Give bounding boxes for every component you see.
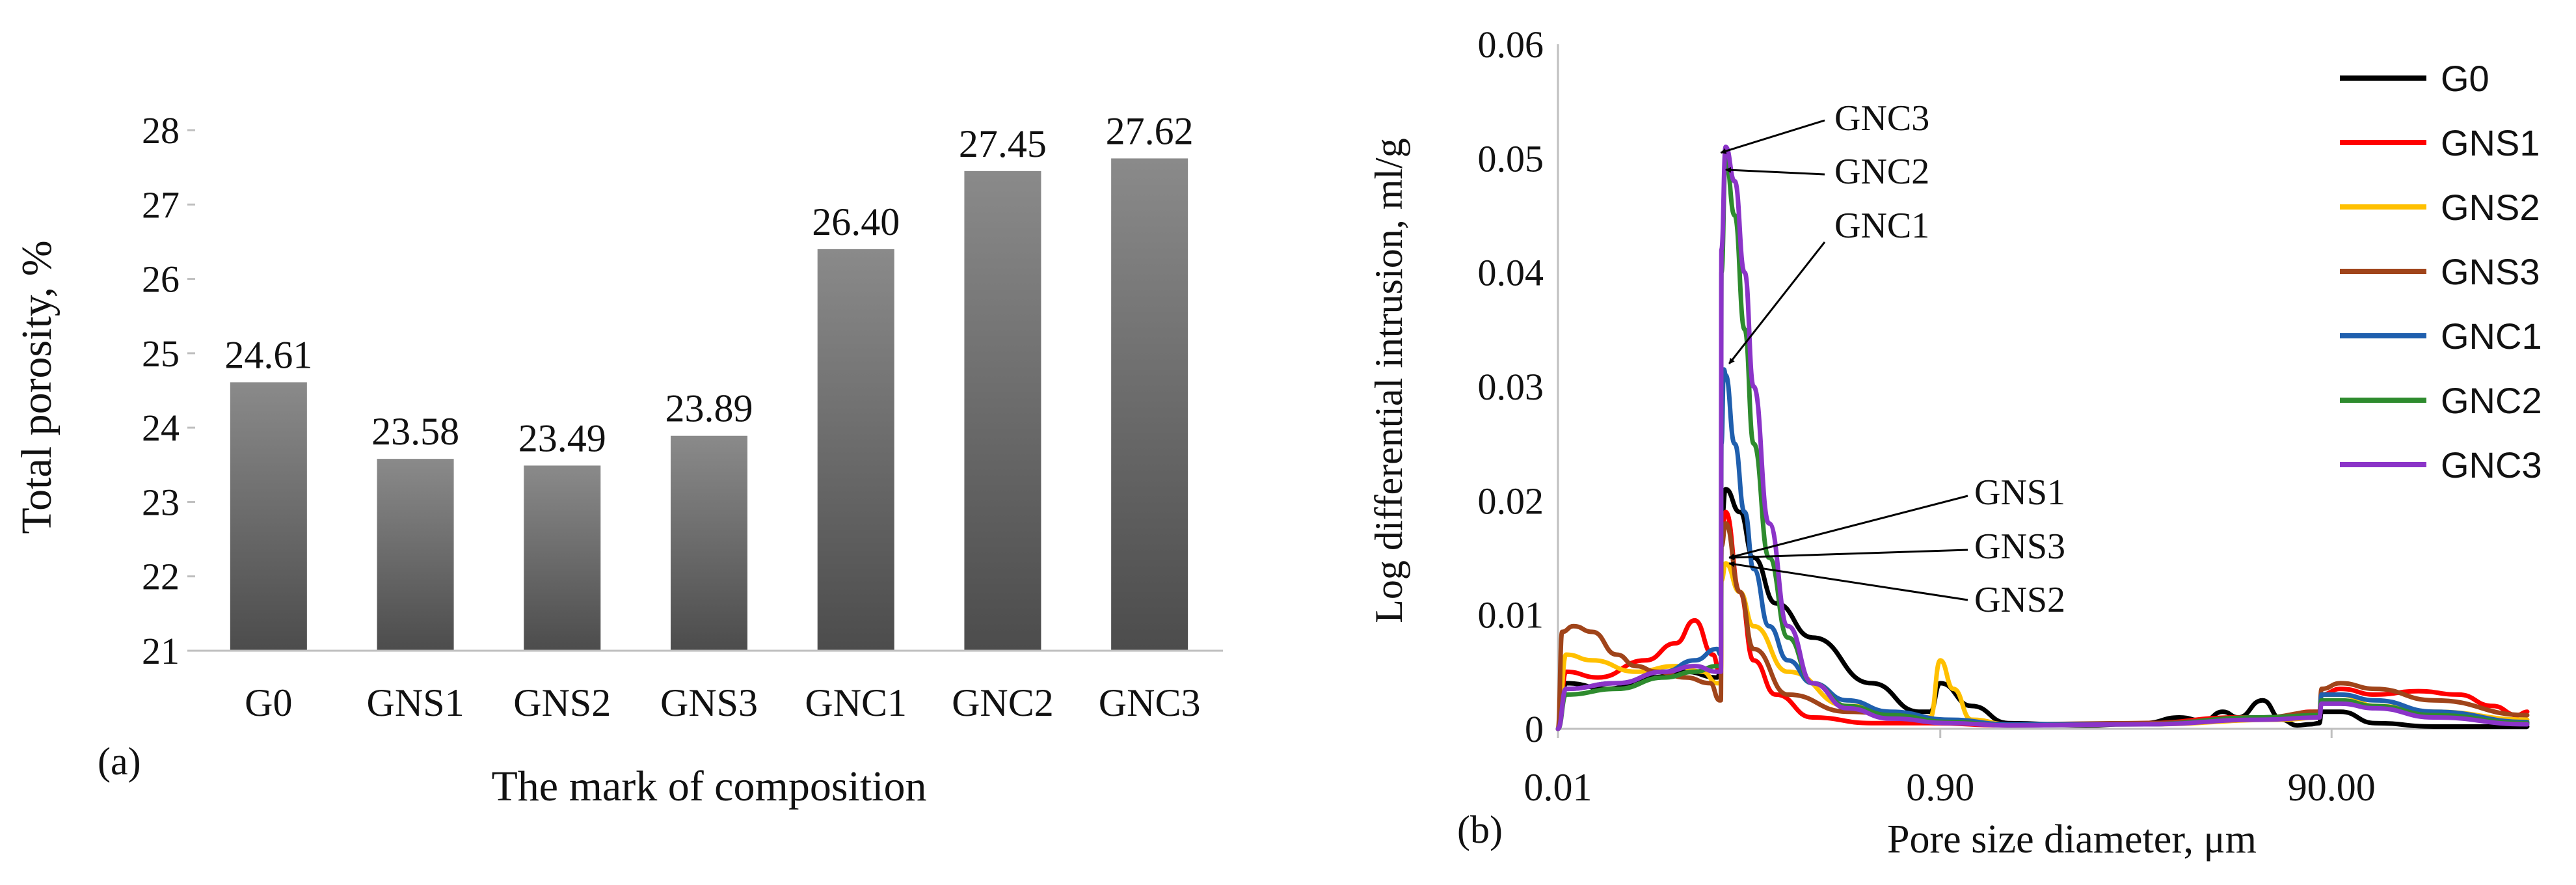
legend-label-gnc1: GNC1 [2441,316,2542,357]
panel-label-b: (b) [1457,808,1503,851]
category-label: GNC3 [1099,681,1201,724]
y-axis-ticks: 21 22 23 24 25 26 27 28 [142,109,195,672]
x-axis-title: The mark of composition [491,763,926,810]
annotation-label-gns2: GNS2 [1974,580,2065,620]
x-axis-ticks: 0.01 0.90 90.00 [1524,729,2376,809]
y-axis-title: Log differential intrusion, ml/g [1367,138,1410,623]
y-tick-label: 27 [142,184,180,226]
intrusion-line-chart: 00.010.020.030.040.050.06 0.01 0.90 90.00 … [1367,23,2542,862]
bar-gns3 [671,435,747,651]
annotation-arrow-gnc2 [1724,167,1825,176]
y-axis-title: Total porosity, % [13,240,60,534]
bar-gns2 [524,465,601,651]
x-tick-label: 90.00 [2288,766,2376,809]
series-line-gns1 [1555,510,2530,731]
bar-value-label: 26.40 [812,200,900,243]
y-tick-label: 23 [142,481,180,523]
category-label: GNS3 [660,681,758,724]
bar-value-label: 23.89 [665,387,753,430]
bar-value-label: 24.61 [224,333,312,376]
y-tick-label: 22 [142,556,180,598]
x-axis-title: Pore size diameter, μm [1887,817,2257,862]
annotation-label-gnc3: GNC3 [1834,98,1929,139]
x-axis-category-labels: G0 GNS1 GNS2 GNS3 GNC1 GNC2 GNC3 [245,681,1200,724]
series-line-gnc3 [1555,144,2530,731]
y-tick-label: 25 [142,333,180,375]
y-tick-label: 21 [142,630,180,672]
category-label: G0 [245,681,292,724]
annotation-arrow-gnc1 [1728,241,1826,364]
legend: G0 GNS1 GNS2 GNS3 GNC1 GNC2 GNC3 [2340,58,2542,485]
category-label: GNC2 [952,681,1054,724]
bars [230,158,1188,651]
x-tick-label: 0.01 [1524,766,1592,809]
x-tick-label: 0.90 [1906,766,1974,809]
category-label: GNC1 [805,681,907,724]
porosity-bar-chart: 21 22 23 24 25 26 27 28 24.61 23.58 23.49 23.89 26.… [13,109,1223,810]
category-label: GNS1 [367,681,464,724]
legend-label-gns2: GNS2 [2441,187,2540,228]
bar-value-label: 27.62 [1106,109,1194,152]
legend-label-gnc3: GNC3 [2441,444,2542,485]
bar-value-labels: 24.61 23.58 23.49 23.89 26.40 27.45 27.62 [224,109,1193,459]
series-lines [1555,144,2530,731]
annotation-label-gns1: GNS1 [1974,472,2065,513]
annotation-label-gns3: GNS3 [1974,526,2065,567]
y-tick-label: 28 [142,109,180,152]
panel-label-a: (a) [98,740,141,783]
y-tick-label: 24 [142,407,180,449]
y-tick-label: 0.05 [1478,137,1544,180]
legend-label-g0: G0 [2441,58,2489,99]
bar-gns1 [377,459,454,651]
bar-gnc1 [817,249,894,651]
annotation-arrow-gns2 [1728,561,1968,601]
annotation-label-gnc1: GNC1 [1834,206,1929,246]
y-tick-label: 0.01 [1478,594,1544,636]
bar-value-label: 27.45 [959,122,1047,165]
bar-gnc3 [1111,158,1188,651]
bar-value-label: 23.49 [518,416,606,459]
annotation-arrow-gnc3 [1720,119,1825,154]
annotation-arrow-gns3 [1728,549,1968,561]
y-tick-label: 0.06 [1478,23,1544,66]
bar-gnc2 [964,170,1041,651]
bar-g0 [230,382,307,651]
annotation-label-gnc2: GNC2 [1834,152,1929,192]
y-tick-label: 0.02 [1478,480,1544,522]
annotations: GNC3 GNC2 GNC1 GNS1 GNS3 GNS2 [1720,98,2065,620]
annotation-arrow-gns1 [1728,495,1968,560]
category-label: GNS2 [513,681,611,724]
legend-label-gns3: GNS3 [2441,251,2540,292]
bar-value-label: 23.58 [371,410,459,453]
y-tick-label: 0 [1525,708,1544,750]
y-tick-label: 0.03 [1478,366,1544,408]
y-axis-ticks: 0 0.01 0.02 0.03 0.04 0.05 0.06 [1478,23,1544,750]
axes [1557,44,2527,730]
y-tick-label: 26 [142,258,180,301]
legend-label-gnc2: GNC2 [2441,380,2542,421]
y-tick-label: 0.04 [1478,252,1544,294]
legend-label-gns1: GNS1 [2441,122,2540,163]
